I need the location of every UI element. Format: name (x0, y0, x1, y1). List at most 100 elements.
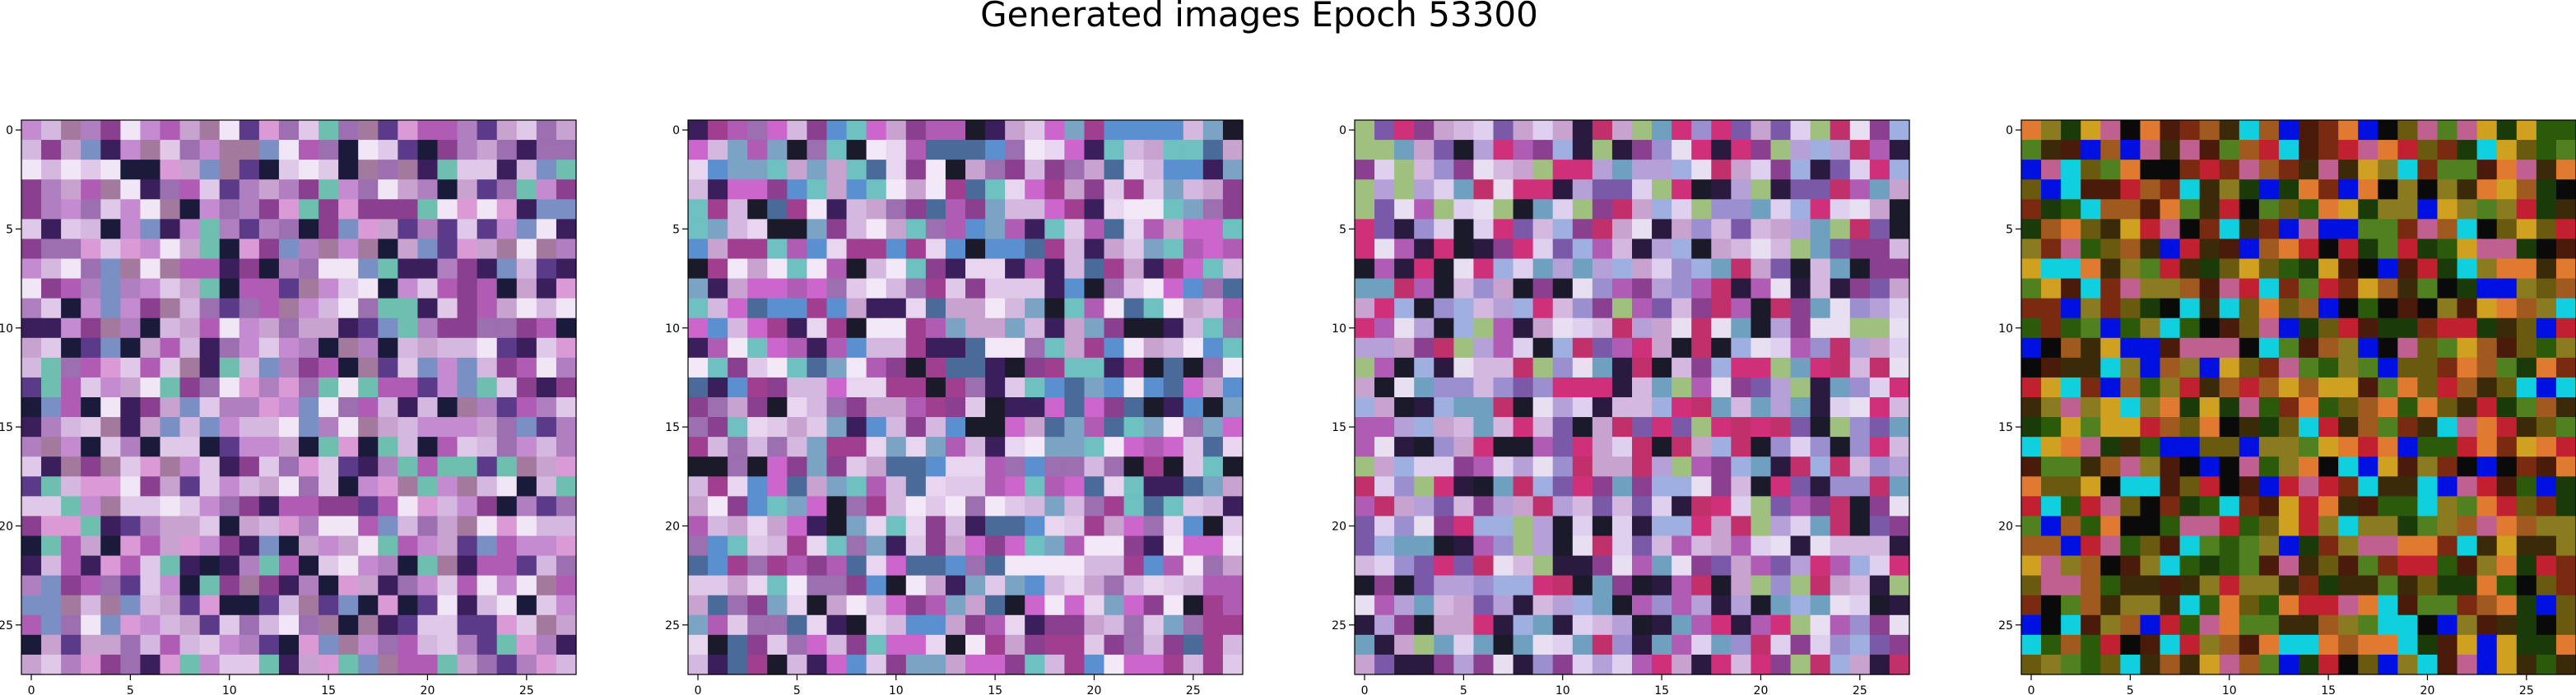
pixel-cell (905, 278, 927, 299)
pixel-cell (1672, 377, 1692, 398)
pixel-cell (905, 219, 927, 240)
pixel-cell (1552, 199, 1574, 220)
pixel-cell (1592, 219, 1613, 240)
pixel-cell (358, 614, 379, 636)
pixel-cell (1532, 317, 1554, 339)
pixel-cell (496, 575, 518, 596)
pixel-cell (2278, 634, 2299, 656)
pixel-cell (1064, 258, 1086, 280)
pixel-cell (536, 357, 557, 378)
pixel-cell (985, 535, 1006, 557)
pixel-cell (2120, 317, 2141, 339)
pixel-cell (2140, 595, 2161, 616)
pixel-cell (437, 456, 458, 477)
pixel-cell (338, 377, 359, 398)
pixel-cell (1355, 120, 1375, 141)
pixel-cell (1830, 140, 1851, 160)
pixel-cell (556, 199, 577, 220)
pixel-cell (2258, 140, 2280, 160)
pixel-cell (1592, 239, 1613, 260)
pixel-cell (2397, 357, 2419, 378)
pixel-cell (358, 140, 379, 160)
pixel-cell (278, 298, 300, 319)
pixel-cell (2397, 219, 2419, 240)
pixel-cell (886, 298, 907, 319)
y-tick-label: 5 (2006, 223, 2013, 236)
pixel-cell (1202, 298, 1224, 319)
pixel-cell (1123, 140, 1145, 160)
pixel-cell (140, 179, 161, 200)
pixel-cell (1044, 397, 1065, 418)
pixel-cell (2120, 535, 2141, 557)
pixel-cell (1869, 417, 1890, 438)
pixel-cell (925, 417, 946, 438)
pixel-cell (747, 476, 768, 497)
pixel-cell (2555, 298, 2576, 319)
pixel-cell (708, 535, 728, 557)
pixel-cell (2120, 575, 2141, 596)
pixel-cell (2081, 595, 2101, 616)
pixel-cell (457, 555, 478, 577)
pixel-cell (2258, 298, 2280, 319)
pixel-cell (1731, 397, 1752, 418)
pixel-cell (2378, 417, 2398, 438)
pixel-cell (1889, 239, 1910, 260)
pixel-cell (1453, 476, 1475, 497)
pixel-cell (2437, 140, 2458, 160)
pixel-cell (2041, 357, 2062, 378)
pixel-cell (2179, 634, 2201, 656)
pixel-cell (61, 179, 81, 200)
pixel-cell (2417, 337, 2439, 359)
pixel-cell (417, 654, 439, 675)
pixel-cell (2239, 140, 2260, 160)
pixel-cell (2299, 337, 2319, 359)
pixel-cell (965, 417, 986, 438)
pixel-cell (1849, 516, 1871, 537)
pixel-cell (160, 496, 181, 517)
pixel-cell (2358, 397, 2378, 418)
pixel-cell (1751, 654, 1772, 675)
pixel-cell (747, 140, 768, 160)
pixel-cell (2555, 377, 2576, 398)
pixel-cell (1532, 298, 1554, 319)
pixel-cell (1084, 535, 1105, 557)
pixel-cell (1355, 199, 1375, 220)
pixel-cell (2081, 160, 2101, 180)
pixel-cell (2100, 160, 2121, 180)
pixel-cell (1493, 298, 1514, 319)
pixel-cell (1064, 575, 1086, 596)
pixel-cell (1414, 219, 1434, 240)
pixel-cell (2476, 120, 2498, 141)
pixel-cell (239, 654, 260, 675)
pixel-cell (1104, 317, 1125, 339)
pixel-cell (258, 239, 280, 260)
pixel-cell (2496, 160, 2518, 180)
pixel-cell (21, 278, 42, 299)
pixel-cell (1355, 258, 1375, 280)
pixel-cell (925, 317, 946, 339)
pixel-cell (1163, 219, 1184, 240)
pixel-cell (866, 120, 887, 141)
pixel-cell (2120, 595, 2141, 616)
pixel-cell (965, 179, 986, 200)
pixel-cell (1005, 654, 1025, 675)
pixel-cell (2417, 140, 2439, 160)
pixel-cell (965, 278, 986, 299)
pixel-cell (2120, 337, 2141, 359)
pixel-cell (1044, 239, 1065, 260)
pixel-cell (1572, 595, 1593, 616)
pixel-cell (2041, 317, 2062, 339)
pixel-cell (219, 179, 240, 200)
pixel-cell (2476, 654, 2498, 675)
pixel-cell (120, 357, 142, 378)
pixel-cell (1143, 575, 1165, 596)
pixel-cell (2397, 317, 2419, 339)
pixel-cell (417, 120, 439, 141)
pixel-cell (140, 456, 161, 477)
pixel-cell (477, 179, 498, 200)
pixel-cell (398, 317, 419, 339)
pixel-cell (2199, 120, 2220, 141)
pixel-cell (239, 516, 260, 537)
pixel-cell (2160, 456, 2181, 477)
pixel-cell (219, 654, 240, 675)
